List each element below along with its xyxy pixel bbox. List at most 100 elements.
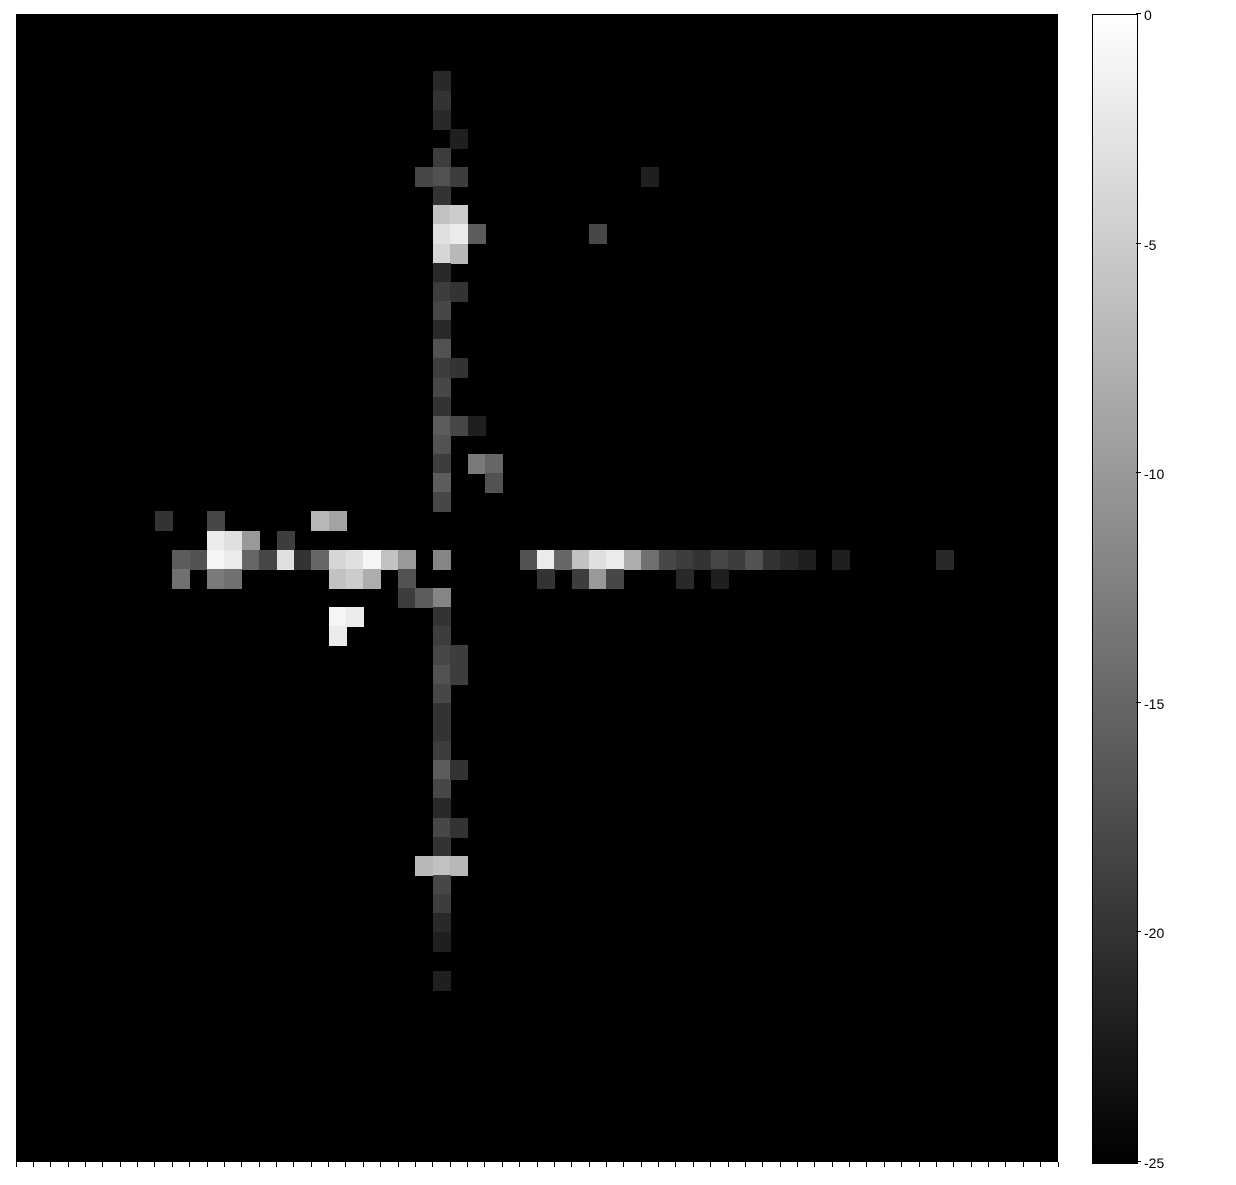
xaxis-tick bbox=[623, 1162, 624, 1167]
xaxis-tick bbox=[728, 1162, 729, 1167]
heatmap-cell bbox=[832, 550, 850, 570]
xaxis-tick bbox=[137, 1162, 138, 1167]
heatmap-cell bbox=[433, 397, 451, 417]
colorbar-tick-label: -5 bbox=[1144, 237, 1156, 253]
xaxis-tick bbox=[33, 1162, 34, 1167]
heatmap-cell bbox=[415, 856, 433, 876]
xaxis-tick bbox=[519, 1162, 520, 1167]
heatmap-cell bbox=[433, 186, 451, 206]
heatmap-cell bbox=[433, 148, 451, 168]
heatmap-cell bbox=[346, 569, 364, 589]
heatmap-cell bbox=[346, 607, 364, 627]
heatmap-cell bbox=[242, 531, 260, 551]
xaxis-tick bbox=[16, 1162, 17, 1167]
heatmap-cell bbox=[676, 550, 694, 570]
heatmap-plot bbox=[16, 14, 1058, 1162]
heatmap-cell bbox=[763, 550, 781, 570]
heatmap-cell bbox=[433, 913, 451, 933]
heatmap-cell bbox=[468, 224, 486, 244]
xaxis-tick bbox=[154, 1162, 155, 1167]
xaxis-tick bbox=[537, 1162, 538, 1167]
heatmap-cell bbox=[450, 416, 468, 436]
heatmap-cell bbox=[572, 550, 590, 570]
heatmap-cell bbox=[450, 224, 468, 244]
heatmap-cell bbox=[415, 588, 433, 608]
heatmap-cell bbox=[433, 626, 451, 646]
xaxis-tick bbox=[1005, 1162, 1006, 1167]
xaxis-tick bbox=[363, 1162, 364, 1167]
xaxis-tick bbox=[797, 1162, 798, 1167]
heatmap-cell bbox=[711, 550, 729, 570]
xaxis-tick bbox=[641, 1162, 642, 1167]
heatmap-cell bbox=[433, 550, 451, 570]
colorbar-tick-label: 0 bbox=[1144, 7, 1152, 23]
heatmap-cell bbox=[363, 550, 381, 570]
xaxis-tick bbox=[675, 1162, 676, 1167]
xaxis-tick bbox=[345, 1162, 346, 1167]
xaxis-tick bbox=[172, 1162, 173, 1167]
heatmap-cell bbox=[433, 473, 451, 493]
heatmap-cell bbox=[363, 569, 381, 589]
heatmap-cell bbox=[433, 454, 451, 474]
heatmap-cell bbox=[433, 588, 451, 608]
heatmap-cell bbox=[172, 569, 190, 589]
xaxis-tick bbox=[415, 1162, 416, 1167]
heatmap-cell bbox=[433, 684, 451, 704]
heatmap-cell bbox=[433, 416, 451, 436]
xaxis-tick bbox=[432, 1162, 433, 1167]
heatmap-cell bbox=[329, 626, 347, 646]
heatmap-cell bbox=[433, 798, 451, 818]
xaxis-tick bbox=[85, 1162, 86, 1167]
heatmap-cell bbox=[780, 550, 798, 570]
xaxis-tick bbox=[1040, 1162, 1041, 1167]
xaxis-tick bbox=[658, 1162, 659, 1167]
heatmap-cell bbox=[450, 282, 468, 302]
heatmap-cell bbox=[398, 550, 416, 570]
heatmap-cell bbox=[606, 569, 624, 589]
heatmap-cell bbox=[207, 569, 225, 589]
figure: 0-5-10-15-20-25 bbox=[0, 0, 1236, 1185]
heatmap-cell bbox=[415, 167, 433, 187]
heatmap-cell bbox=[624, 550, 642, 570]
heatmap-cell bbox=[659, 550, 677, 570]
xaxis-tick bbox=[120, 1162, 121, 1167]
colorbar-tick-label: -20 bbox=[1144, 925, 1164, 941]
heatmap-cell bbox=[537, 569, 555, 589]
heatmap-cell bbox=[346, 550, 364, 570]
xaxis-tick bbox=[554, 1162, 555, 1167]
heatmap-cell bbox=[433, 435, 451, 455]
xaxis-tick bbox=[814, 1162, 815, 1167]
heatmap-cell bbox=[745, 550, 763, 570]
heatmap-cell bbox=[190, 550, 208, 570]
heatmap-cell bbox=[450, 244, 468, 264]
xaxis-tick bbox=[710, 1162, 711, 1167]
xaxis-tick bbox=[276, 1162, 277, 1167]
heatmap-cell bbox=[606, 550, 624, 570]
heatmap-cell bbox=[433, 856, 451, 876]
heatmap-cell bbox=[433, 282, 451, 302]
xaxis-tick bbox=[606, 1162, 607, 1167]
heatmap-cell bbox=[433, 837, 451, 857]
colorbar bbox=[1092, 14, 1138, 1164]
heatmap-cell bbox=[259, 550, 277, 570]
heatmap-cell bbox=[224, 569, 242, 589]
heatmap-cell bbox=[433, 665, 451, 685]
heatmap-cell bbox=[277, 531, 295, 551]
xaxis-tick bbox=[901, 1162, 902, 1167]
heatmap-cell bbox=[711, 569, 729, 589]
xaxis-tick bbox=[224, 1162, 225, 1167]
heatmap-cell bbox=[433, 703, 451, 723]
heatmap-cell bbox=[433, 167, 451, 187]
heatmap-cell bbox=[155, 511, 173, 531]
heatmap-cell bbox=[450, 818, 468, 838]
xaxis-tick bbox=[988, 1162, 989, 1167]
heatmap-cell bbox=[450, 645, 468, 665]
xaxis-tick bbox=[207, 1162, 208, 1167]
heatmap-cell bbox=[433, 875, 451, 895]
heatmap-cell bbox=[329, 511, 347, 531]
colorbar-tick bbox=[1136, 1161, 1141, 1162]
heatmap-cell bbox=[224, 531, 242, 551]
heatmap-cell bbox=[520, 550, 538, 570]
heatmap-cell bbox=[572, 569, 590, 589]
heatmap-cell bbox=[936, 550, 954, 570]
